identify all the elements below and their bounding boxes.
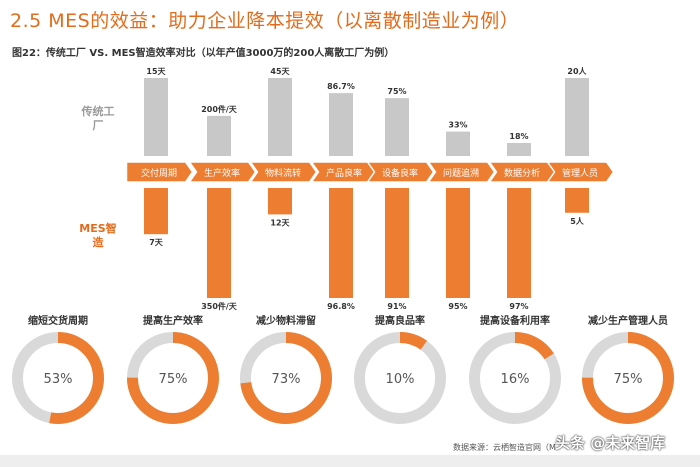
data-source: 数据来源：云栖智造官网（M — [453, 443, 556, 452]
donut-value-label: 16% — [501, 372, 530, 387]
donut-title: 缩短交货周期 — [28, 314, 88, 327]
mes-bar — [207, 188, 231, 298]
traditional-value-label: 200件/天 — [201, 104, 238, 114]
donut-title: 减少生产管理人员 — [588, 314, 668, 327]
traditional-bar — [565, 78, 589, 156]
donut-value-arc — [582, 332, 674, 424]
watermark: 头条 @未来智库 — [555, 434, 666, 452]
category-label: 数据分析 — [504, 167, 540, 179]
traditional-value-label: 18% — [509, 132, 528, 141]
mes-bar — [144, 188, 168, 235]
donut-value-arc — [127, 332, 219, 424]
mes-value-label: 95% — [448, 302, 467, 311]
mes-value-label: 97% — [509, 302, 528, 311]
category-label: 问题追溯 — [443, 167, 479, 179]
category-chevron — [366, 161, 435, 183]
donut-value-label: 75% — [159, 372, 188, 387]
traditional-bar — [207, 115, 231, 156]
mes-value-label: 96.8% — [327, 302, 355, 311]
traditional-bar — [144, 78, 168, 156]
mes-value-label: 5人 — [570, 216, 585, 226]
traditional-factory-label: 传统工厂 — [81, 105, 115, 132]
category-label: 交付周期 — [141, 167, 177, 179]
category-chevron — [188, 161, 257, 183]
mes-value-label: 7天 — [149, 238, 164, 247]
mes-bar — [385, 188, 409, 298]
category-chevron — [249, 161, 318, 183]
category-chevron — [427, 161, 496, 183]
traditional-value-label: 15天 — [146, 67, 166, 76]
figure-subtitle: 图22：传统工厂 VS. MES智造效率对比（以年产值3000万的200人离散工… — [12, 48, 395, 59]
mes-value-label: 91% — [387, 302, 406, 311]
category-label: 设备良率 — [382, 167, 418, 179]
mes-bar — [507, 188, 531, 298]
category-label: 产品良率 — [326, 167, 362, 179]
category-label: 管理人员 — [562, 167, 598, 179]
traditional-bar — [268, 78, 292, 156]
traditional-bar — [507, 142, 531, 156]
donut-value-label: 75% — [614, 372, 643, 387]
donut-value-label: 73% — [272, 372, 301, 387]
donut-title: 提高设备利用率 — [480, 314, 550, 327]
category-chevron — [546, 161, 615, 183]
category-label: 物料流转 — [265, 167, 301, 179]
traditional-value-label: 75% — [387, 87, 406, 96]
traditional-value-label: 45天 — [270, 67, 290, 76]
donut-value-label: 10% — [386, 372, 415, 387]
mes-bar — [329, 188, 353, 298]
footer-bar — [0, 455, 700, 467]
donut-value-label: 53% — [44, 372, 73, 387]
donut-value-arc — [354, 332, 446, 424]
mes-value-label: 12天 — [270, 218, 290, 227]
mes-bar — [565, 188, 589, 213]
category-chevron — [125, 161, 194, 183]
donut-title: 减少物料滞留 — [256, 314, 316, 327]
traditional-bar — [385, 98, 409, 156]
donut-title: 提高良品率 — [375, 314, 425, 327]
mes-value-label: 350件/天 — [201, 301, 238, 311]
traditional-value-label: 20人 — [567, 66, 587, 76]
category-label: 生产效率 — [204, 167, 240, 179]
mes-bar — [446, 188, 470, 298]
traditional-bar — [446, 131, 470, 156]
traditional-bar — [329, 93, 353, 156]
mes-bar — [268, 188, 292, 215]
traditional-value-label: 33% — [448, 121, 467, 130]
donut-value-arc — [240, 332, 332, 424]
mes-factory-label: MES智造 — [79, 222, 117, 249]
donut-title: 提高生产效率 — [143, 314, 203, 327]
donut-value-arc — [469, 332, 561, 424]
traditional-value-label: 86.7% — [327, 82, 355, 91]
donut-value-arc — [12, 332, 104, 424]
page-title: 2.5 MES的效益：助力企业降本提效（以离散制造业为例） — [10, 10, 520, 32]
